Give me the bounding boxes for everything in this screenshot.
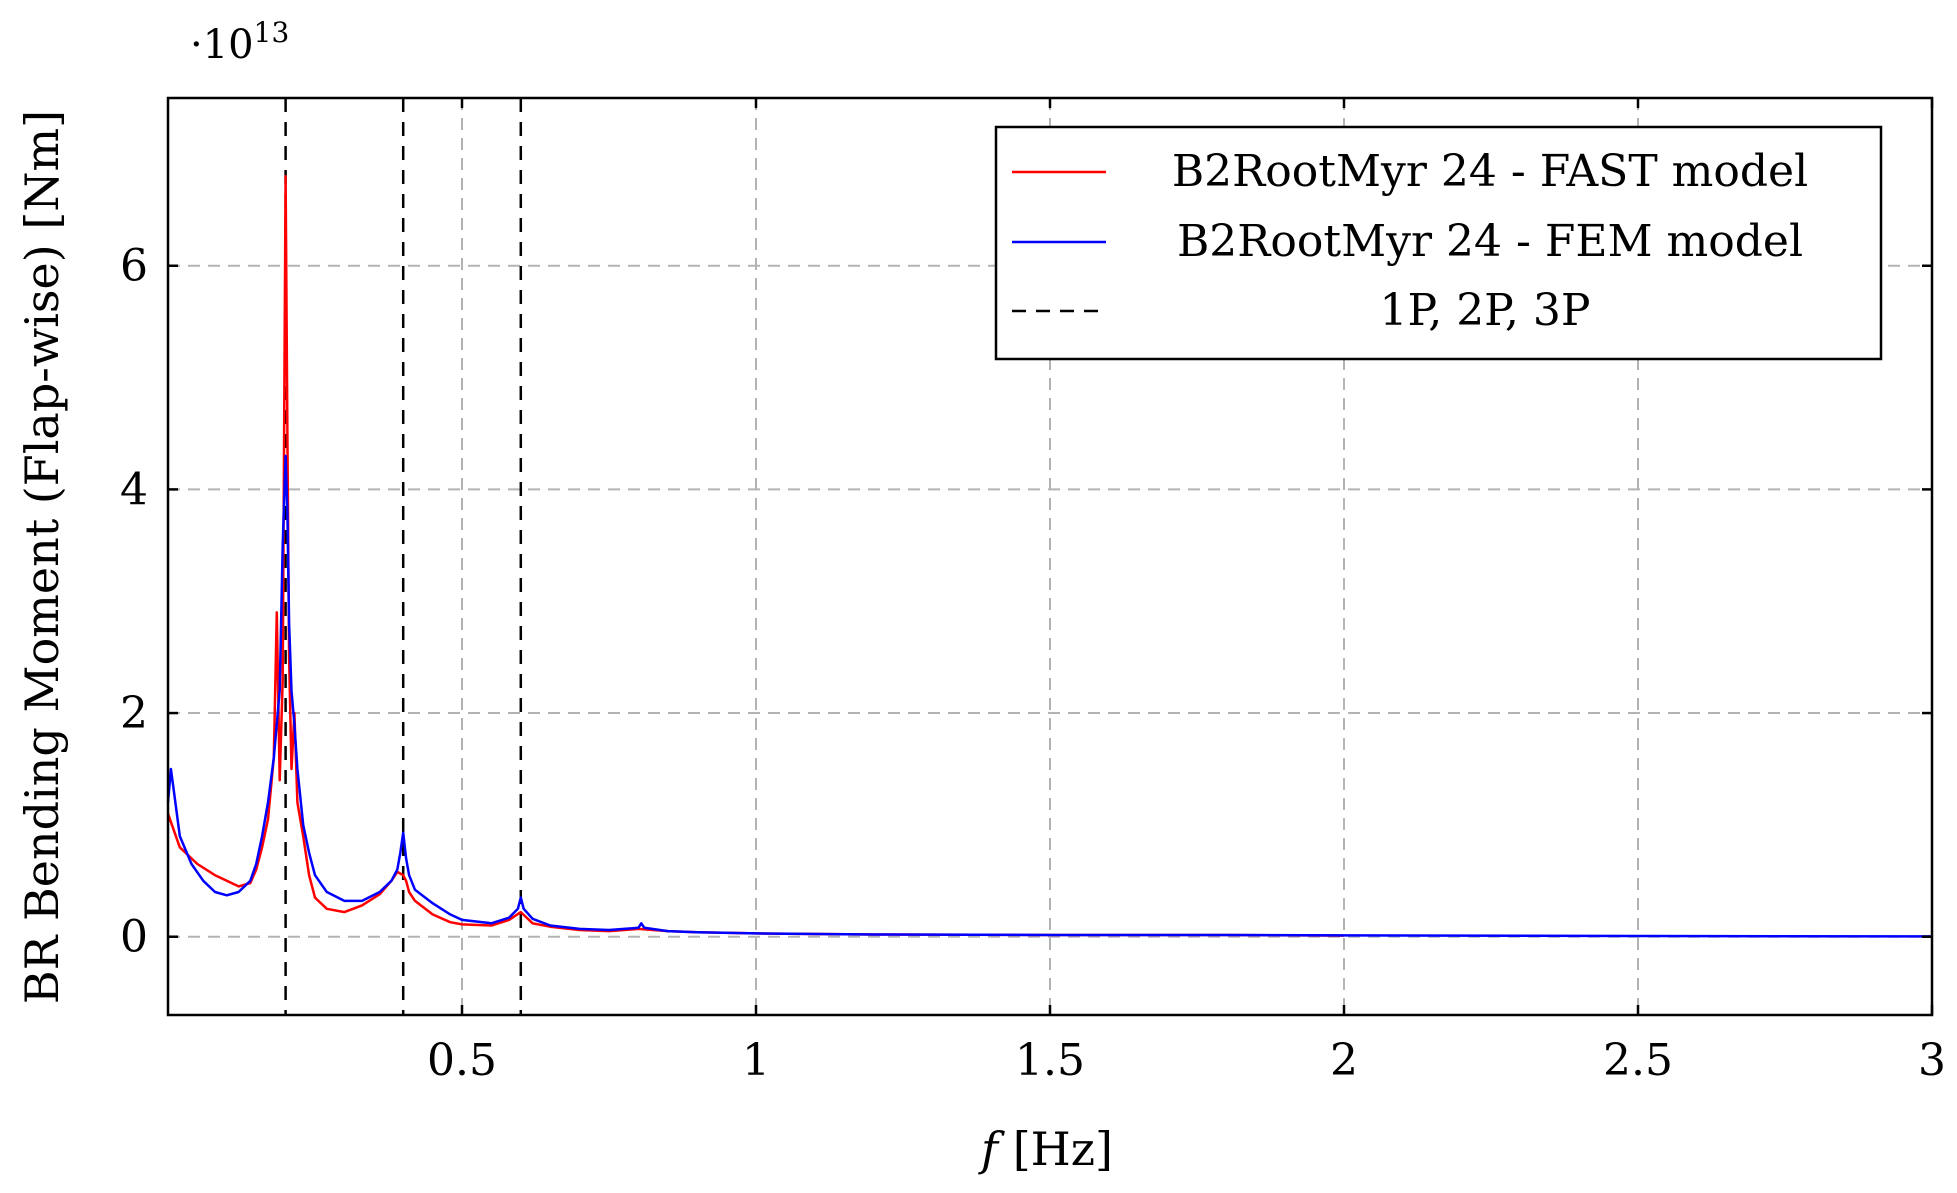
axis-ticks: 0.5 1 1.5 2 2.5 3 0 2 4 6 <box>120 98 1946 1086</box>
y-tick-label: 2 <box>120 688 148 739</box>
x-tick-label: 1 <box>742 1035 770 1086</box>
legend-box <box>994 125 1883 361</box>
series-lines <box>166 175 1933 938</box>
series-line-fem <box>166 454 1933 938</box>
x-tick-label: 3 <box>1918 1035 1946 1086</box>
legend-label-fem: B2RootMyr 24 - FEM model <box>1177 216 1803 267</box>
x-tick-label: 2 <box>1330 1035 1358 1086</box>
legend-label-fast: B2RootMyr 24 - FAST model <box>1172 146 1808 197</box>
y-axis-label: BR Bending Moment (Flap-wise) [Nm] <box>15 110 69 1004</box>
x-axis-label: f [Hz] <box>978 1122 1113 1176</box>
x-tick-label: 2.5 <box>1603 1035 1673 1086</box>
y-tick-label: 0 <box>120 912 148 963</box>
y-axis-scale-factor: ·1013 <box>190 16 289 68</box>
legend-label-harmonics: 1P, 2P, 3P <box>1380 285 1591 336</box>
y-tick-label: 4 <box>120 464 148 515</box>
x-tick-label: 0.5 <box>427 1035 497 1086</box>
x-tick-label: 1.5 <box>1015 1035 1085 1086</box>
legend: B2RootMyr 24 - FAST model B2RootMyr 24 -… <box>994 125 1883 361</box>
y-tick-label: 6 <box>120 241 148 292</box>
